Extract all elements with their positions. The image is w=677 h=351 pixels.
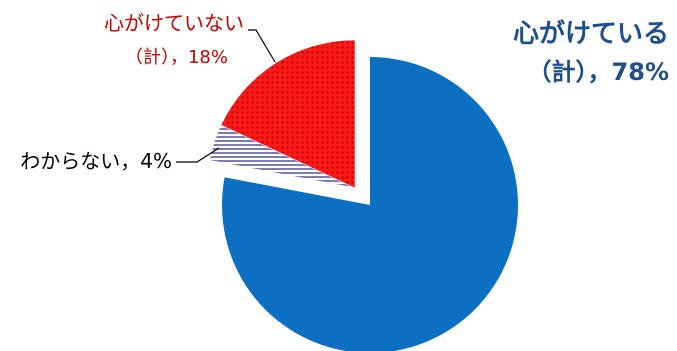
pie-slices [209,39,518,351]
label-keeping-line2: （計），78% [528,58,669,86]
label-notkeeping-line1: 心がけていない [104,11,244,35]
leader-line-unknown [176,147,220,163]
label-keeping-line1: 心がけている [513,18,669,49]
label-notkeeping-line2: （計），18% [125,47,228,68]
pie-slice-keeping [222,57,518,351]
pie-slice-notkeeping [220,39,356,189]
label-unknown: わからない，4% [20,149,172,173]
leader-line-notkeeping [248,29,276,63]
